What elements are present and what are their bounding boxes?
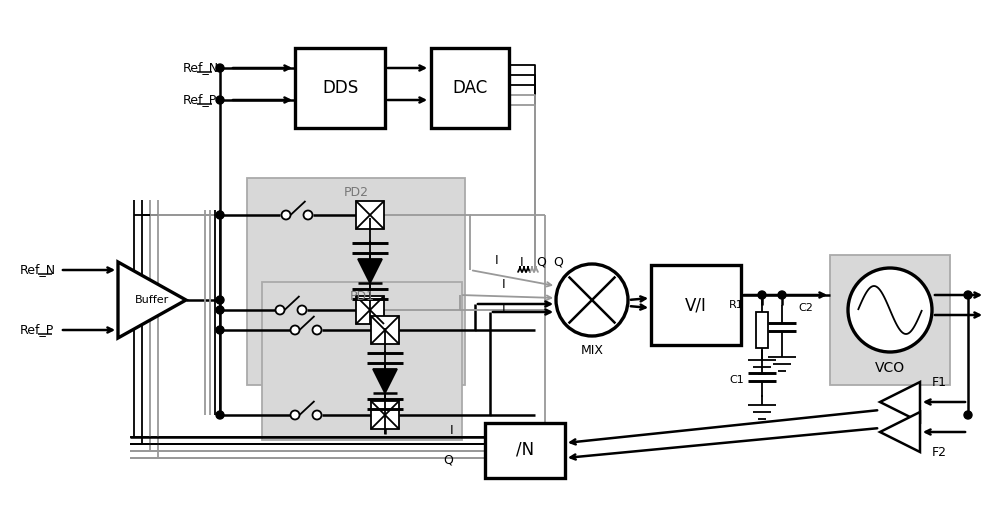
Circle shape — [216, 326, 224, 334]
Text: PD2: PD2 — [344, 186, 368, 198]
Text: Ref_N: Ref_N — [20, 264, 56, 277]
Circle shape — [216, 211, 224, 219]
Circle shape — [216, 411, 224, 419]
Text: I: I — [520, 255, 524, 268]
Text: Q: Q — [536, 255, 546, 268]
Circle shape — [758, 291, 766, 299]
Bar — [247, 178, 465, 385]
Bar — [431, 48, 509, 128]
Text: MIX: MIX — [580, 343, 604, 357]
Circle shape — [312, 325, 322, 335]
Circle shape — [290, 411, 300, 419]
Circle shape — [556, 264, 628, 336]
Bar — [356, 201, 384, 229]
Circle shape — [276, 305, 285, 315]
Text: C2: C2 — [798, 303, 813, 313]
Circle shape — [216, 306, 224, 314]
Bar — [485, 423, 565, 478]
Text: VCO: VCO — [875, 361, 905, 375]
Bar — [371, 316, 399, 344]
Text: I: I — [495, 253, 499, 266]
Text: PD1: PD1 — [350, 289, 374, 303]
Text: Buffer: Buffer — [135, 295, 169, 305]
Text: Q: Q — [443, 453, 453, 467]
Bar — [756, 312, 768, 348]
Bar — [651, 265, 741, 345]
Circle shape — [778, 291, 786, 299]
Text: C1: C1 — [729, 375, 744, 385]
Circle shape — [964, 411, 972, 419]
Circle shape — [216, 64, 224, 72]
Bar — [371, 401, 399, 429]
Text: DAC: DAC — [452, 79, 488, 97]
Circle shape — [312, 411, 322, 419]
Text: R1: R1 — [729, 300, 744, 310]
Text: I: I — [502, 279, 506, 291]
Polygon shape — [118, 262, 186, 338]
Circle shape — [298, 305, 306, 315]
Text: Ref_N: Ref_N — [183, 62, 219, 75]
Bar — [356, 296, 384, 324]
Circle shape — [964, 291, 972, 299]
Text: F1: F1 — [932, 376, 947, 389]
Text: Ref_P: Ref_P — [20, 323, 54, 337]
Circle shape — [216, 96, 224, 104]
Bar — [295, 48, 385, 128]
Circle shape — [304, 211, 312, 219]
Polygon shape — [358, 259, 382, 283]
Polygon shape — [880, 412, 920, 452]
Polygon shape — [373, 369, 397, 393]
Text: I: I — [502, 302, 506, 315]
Bar — [262, 282, 462, 440]
Circle shape — [216, 296, 224, 304]
Text: I: I — [449, 424, 453, 436]
Bar — [830, 255, 950, 385]
Text: F2: F2 — [932, 446, 947, 458]
Text: Q: Q — [553, 255, 563, 268]
Text: V/I: V/I — [685, 296, 707, 314]
Circle shape — [290, 325, 300, 335]
Text: DDS: DDS — [322, 79, 358, 97]
Circle shape — [282, 211, 290, 219]
Circle shape — [848, 268, 932, 352]
Text: Ref_P: Ref_P — [183, 94, 217, 106]
Text: /N: /N — [516, 441, 534, 459]
Polygon shape — [880, 382, 920, 422]
